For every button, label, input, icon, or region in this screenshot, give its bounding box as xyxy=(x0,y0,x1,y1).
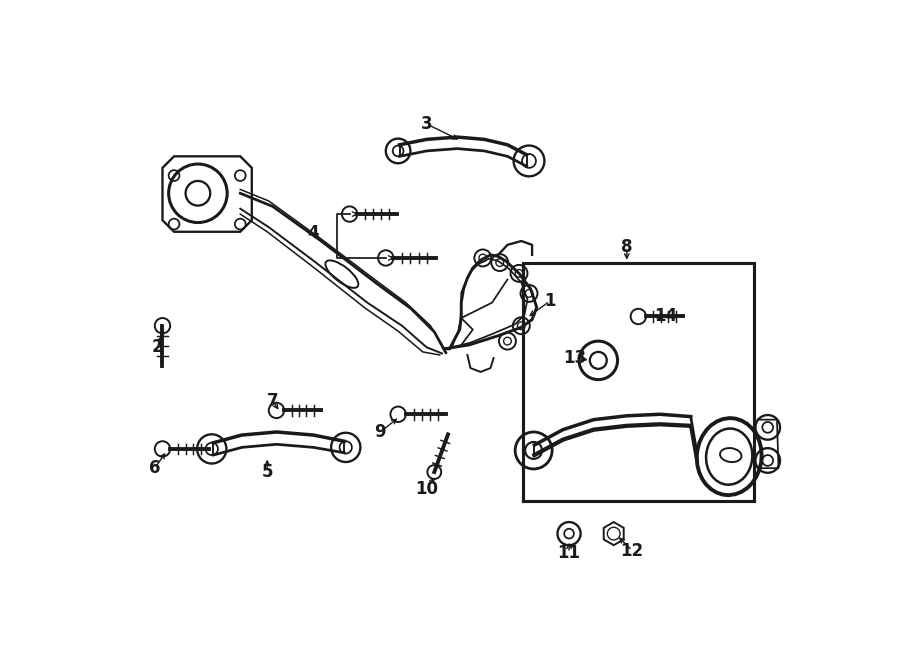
Text: 7: 7 xyxy=(266,392,278,410)
Text: 14: 14 xyxy=(653,307,677,325)
Text: 8: 8 xyxy=(621,238,633,256)
Text: 6: 6 xyxy=(149,459,160,477)
Text: 5: 5 xyxy=(262,463,273,481)
Bar xyxy=(523,262,754,501)
Text: 11: 11 xyxy=(557,544,580,562)
Text: 2: 2 xyxy=(151,338,163,356)
Text: 4: 4 xyxy=(308,224,320,243)
Text: 3: 3 xyxy=(421,115,432,133)
Text: 10: 10 xyxy=(415,480,438,498)
Text: 1: 1 xyxy=(544,292,555,310)
Text: 9: 9 xyxy=(374,423,386,441)
Text: 13: 13 xyxy=(563,349,587,367)
Text: 12: 12 xyxy=(621,541,644,560)
